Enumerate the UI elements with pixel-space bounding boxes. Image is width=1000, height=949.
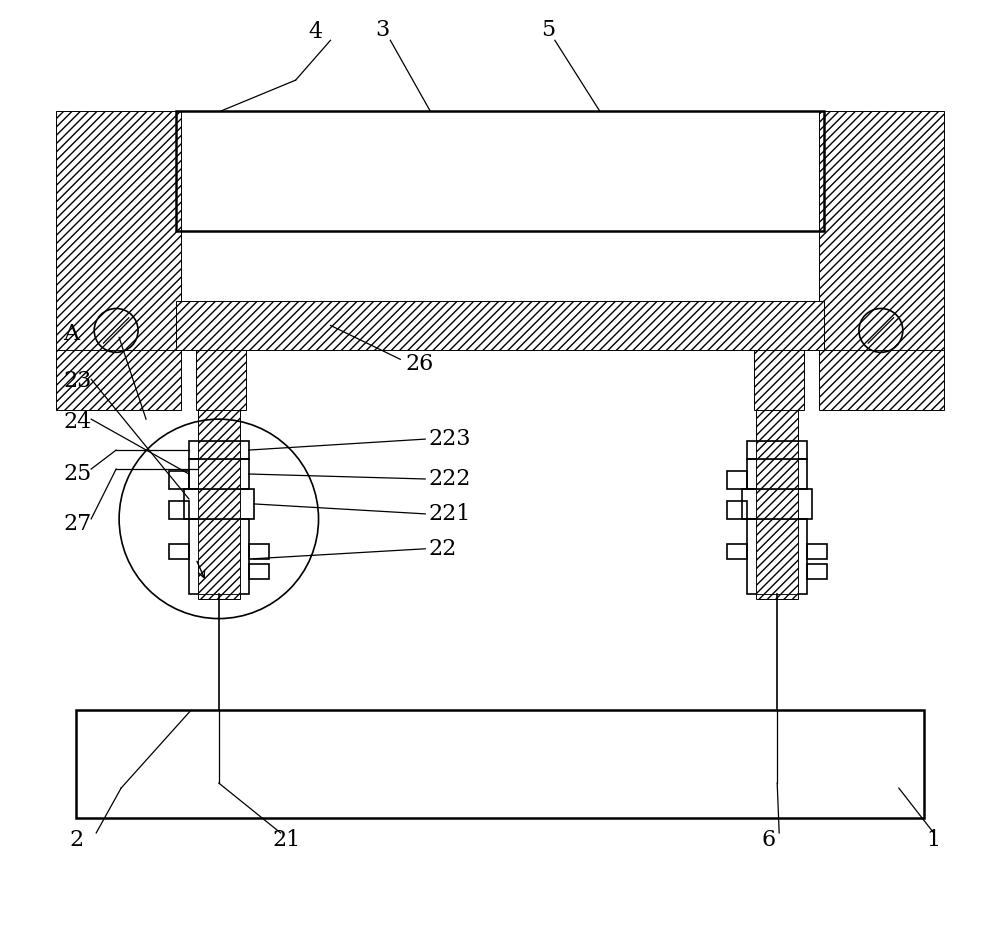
Bar [727, 544, 747, 559]
Bar [756, 519, 798, 594]
Bar [189, 519, 249, 594]
Bar [756, 489, 798, 519]
Text: 6: 6 [761, 828, 775, 851]
Bar [747, 459, 807, 489]
Bar [189, 459, 249, 489]
Bar [169, 544, 189, 559]
Text: 27: 27 [63, 512, 92, 535]
Bar [76, 710, 924, 818]
Text: 221: 221 [428, 503, 471, 525]
Text: 25: 25 [63, 463, 92, 485]
Bar [819, 350, 944, 410]
Bar [249, 564, 269, 579]
Bar [756, 410, 798, 599]
Text: 4: 4 [308, 21, 323, 44]
Text: 222: 222 [428, 468, 471, 490]
Bar [807, 544, 827, 559]
Text: 26: 26 [405, 353, 434, 375]
Text: A: A [63, 324, 79, 345]
Bar [196, 350, 246, 410]
Bar [56, 111, 181, 361]
Bar [819, 111, 944, 361]
Text: 23: 23 [63, 370, 92, 392]
Bar [169, 471, 189, 489]
Bar [747, 441, 807, 459]
Bar [754, 350, 804, 410]
Bar [807, 564, 827, 579]
Bar [56, 350, 181, 410]
Bar [198, 519, 240, 594]
Bar [169, 501, 189, 519]
Bar [249, 544, 269, 559]
Bar [176, 111, 824, 231]
Text: 2: 2 [69, 828, 83, 851]
Bar [747, 519, 807, 594]
Text: 21: 21 [273, 828, 301, 851]
Text: 22: 22 [428, 538, 456, 560]
Text: 24: 24 [63, 411, 92, 433]
Bar [756, 459, 798, 489]
Bar [198, 459, 240, 489]
Bar [198, 441, 240, 459]
Bar [742, 489, 812, 519]
Bar [756, 441, 798, 459]
Bar [184, 489, 254, 519]
Bar [176, 301, 824, 350]
Bar [727, 501, 747, 519]
Bar [198, 489, 240, 519]
Text: 3: 3 [375, 19, 389, 42]
Text: 223: 223 [428, 428, 471, 450]
Bar [198, 410, 240, 599]
Text: 5: 5 [541, 19, 555, 42]
Text: 1: 1 [927, 828, 941, 851]
Bar [727, 471, 747, 489]
Bar [189, 441, 249, 459]
